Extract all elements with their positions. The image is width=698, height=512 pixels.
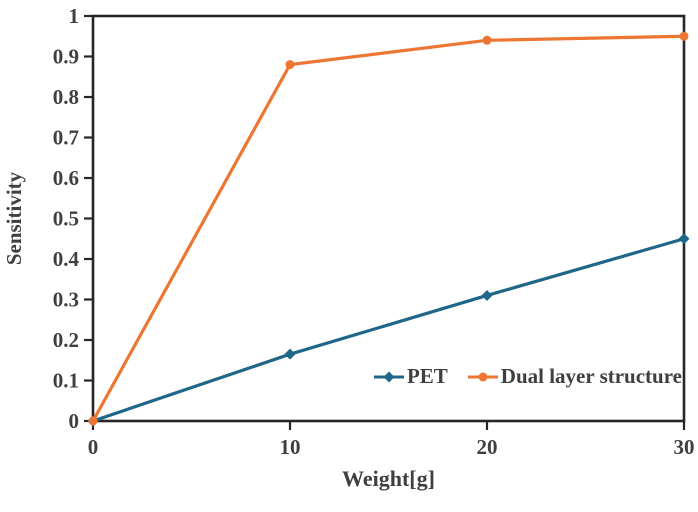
series-line-dual-layer-structure (91, 34, 685, 422)
y-tick-label: 0.2 (53, 328, 79, 352)
y-tick-label: 0.9 (53, 45, 79, 69)
y-axis-label: Sensitivity (2, 171, 26, 265)
y-tick-label: 0.7 (53, 126, 79, 150)
y-tick-label: 0.1 (53, 369, 79, 393)
plot-border (91, 14, 686, 423)
x-tick-label: 20 (477, 435, 498, 459)
series-marker (284, 348, 296, 360)
y-tick-label: 0.5 (53, 207, 79, 231)
legend-label-pet: PET (406, 364, 448, 388)
series-marker (88, 416, 98, 426)
series-marker (678, 233, 690, 245)
x-tick-label: 10 (280, 435, 301, 459)
series-line-pet (92, 237, 685, 423)
dual-layer-series-marker-icon (467, 372, 498, 381)
y-tick-label: 0.4 (53, 247, 80, 271)
series-marker (285, 60, 295, 70)
x-axis-label: Weight[g] (342, 466, 435, 491)
y-tick-label: 0.3 (53, 288, 79, 312)
legend: PET Dual layer structure (373, 364, 682, 389)
y-tick-label: 0.8 (53, 85, 79, 109)
series-marker (383, 371, 395, 382)
x-tick-label: 30 (674, 435, 695, 459)
y-tick-label: 0 (69, 409, 80, 433)
y-tick-label: 0.6 (53, 166, 79, 190)
series-marker (478, 372, 488, 381)
legend-item-dual-layer: Dual layer structure (467, 364, 682, 389)
x-tick-label: 0 (88, 435, 99, 459)
series-marker (482, 35, 492, 45)
pet-series-marker-icon (373, 371, 404, 382)
y-tick-label: 1 (69, 4, 80, 28)
series-marker (481, 289, 493, 301)
legend-item-pet: PET (373, 364, 448, 389)
series-marker (679, 31, 689, 41)
legend-label-dual-layer: Dual layer structure (500, 364, 682, 388)
